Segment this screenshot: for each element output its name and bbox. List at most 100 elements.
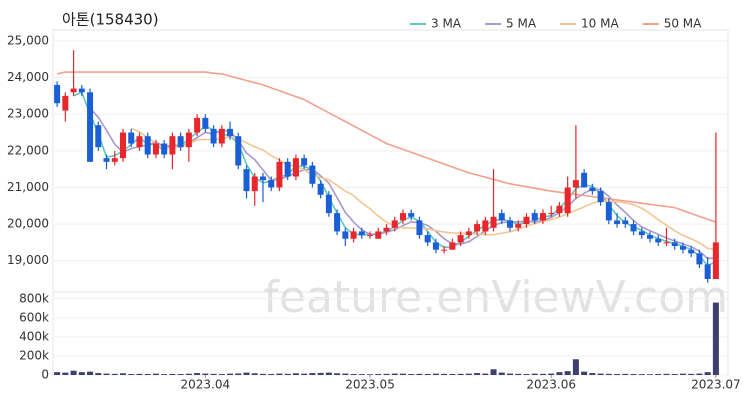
volume-bar (235, 373, 242, 375)
candle-body (358, 231, 365, 236)
candle-body (78, 88, 85, 93)
ma-line (73, 91, 717, 267)
volume-bar (128, 374, 135, 375)
candle-body (251, 176, 258, 192)
candle-body (712, 242, 719, 280)
volume-bar (243, 372, 250, 375)
volume-bar (457, 373, 464, 375)
ma-line (130, 127, 717, 251)
volume-bar (62, 372, 69, 375)
volume-bar (498, 372, 505, 375)
candle-body (177, 136, 184, 148)
candle-body (572, 180, 579, 188)
candle-body (334, 213, 341, 232)
candle-body (383, 227, 390, 232)
volume-bar (87, 371, 94, 375)
candle-body (243, 169, 250, 192)
candle-body (54, 84, 61, 104)
candle-body (202, 117, 209, 129)
volume-bar (531, 373, 538, 375)
volume-bar (78, 372, 85, 375)
candle-body (432, 242, 439, 250)
volume-bar (334, 373, 341, 375)
volume-bar (647, 374, 654, 375)
candle-body (292, 158, 299, 177)
volume-bar (515, 373, 522, 375)
volume-bar (95, 373, 102, 375)
candle-body (128, 132, 135, 144)
x-tick-label: 2023.05 (345, 378, 395, 392)
candle-body (342, 231, 349, 239)
volume-bar (688, 373, 695, 375)
candle-body (523, 216, 530, 225)
candle-body (663, 242, 670, 244)
volume-bar (276, 373, 283, 375)
candle-body (119, 132, 126, 159)
volume-bar (671, 374, 678, 375)
legend-label: 50 MA (664, 17, 702, 31)
volume-bar (70, 370, 77, 375)
candle-body (95, 125, 102, 148)
legend-label: 10 MA (581, 17, 619, 31)
candle-body (70, 88, 77, 93)
candle-body (161, 143, 168, 155)
candle-body (408, 213, 415, 217)
candle-body (539, 213, 546, 221)
volume-bar (704, 372, 711, 375)
candle-body (424, 235, 431, 243)
volume-bar (309, 373, 316, 375)
volume-bar (679, 373, 686, 375)
candle-body (62, 95, 69, 111)
volume-bar (119, 373, 126, 375)
candle-body (301, 158, 308, 166)
y-tick-label: 22,000 (7, 143, 49, 157)
volume-bar (152, 373, 159, 375)
candle-body (309, 165, 316, 184)
candle-body (391, 220, 398, 228)
candle-body (416, 220, 423, 236)
x-tick-label: 2023.07 (691, 378, 741, 392)
ma-line (56, 71, 717, 224)
legend-label: 5 MA (506, 17, 537, 31)
candle-body (581, 172, 588, 188)
candle-body (457, 235, 464, 243)
candle-body (630, 224, 637, 232)
volume-bar (325, 372, 332, 375)
volume-bar (548, 373, 555, 375)
x-tick-label: 2023.06 (526, 378, 576, 392)
legend-label: 3 MA (431, 17, 462, 31)
candle-body (325, 194, 332, 214)
volume-bar (630, 374, 637, 375)
candle-body (284, 161, 291, 177)
candle-body (185, 132, 192, 148)
volume-bar (375, 374, 382, 375)
volume-bar (424, 374, 431, 375)
candle-body (350, 231, 357, 239)
candle-body (103, 158, 110, 162)
ma-line (89, 107, 716, 260)
volume-bar (367, 374, 374, 375)
volume-bar (622, 373, 629, 375)
volume-bar (268, 374, 275, 375)
candle-body (647, 235, 654, 239)
candle-body (597, 191, 604, 203)
volume-bar (482, 373, 489, 375)
candle-body (317, 183, 324, 195)
candle-body (268, 180, 275, 188)
volume-bar (712, 302, 719, 375)
candle-body (564, 187, 571, 214)
volume-bar (597, 373, 604, 375)
y-tick-label: 25,000 (7, 33, 49, 47)
y-tick-label: 20,000 (7, 217, 49, 231)
volume-bar (638, 374, 645, 375)
candle-body (144, 136, 151, 155)
y-tick-label: 0 (41, 368, 49, 382)
volume-bar (663, 373, 670, 375)
volume-bar (317, 372, 324, 375)
candle-body (605, 202, 612, 221)
volume-bar (391, 373, 398, 375)
candle-body (671, 242, 678, 247)
candle-body (688, 249, 695, 254)
candle-body (704, 264, 711, 280)
